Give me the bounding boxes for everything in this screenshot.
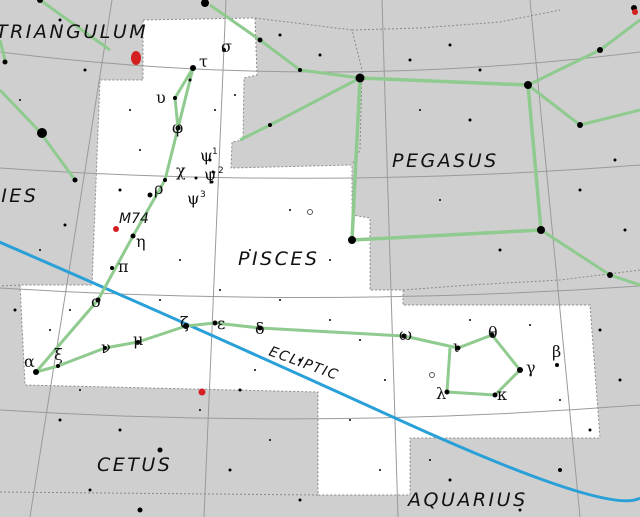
star-label-mu: μ [133, 330, 143, 349]
star-label-psi2: ψ [204, 165, 217, 184]
star-label-omega: ω [399, 325, 412, 344]
aries-label: ARIES [0, 185, 38, 207]
star-label-beta: β [552, 342, 561, 361]
star-label-psi3-sup: 3 [200, 190, 206, 200]
star-label-sigma: σ [221, 37, 232, 56]
star-label-iota: ι [453, 337, 459, 356]
star-label-psi1: ψ [200, 146, 213, 165]
star-label-phi: φ [172, 118, 183, 137]
star-label-epsilon: ε [217, 314, 225, 333]
deep-sky-marker [429, 372, 435, 378]
galaxy-marker [632, 9, 638, 15]
star-label-xi: ξ [54, 345, 63, 364]
m74-galaxy [113, 226, 119, 232]
star-label-pi: π [118, 257, 129, 276]
galaxy-marker [198, 388, 206, 396]
star-label-nu: ν [101, 338, 111, 357]
star-label-psi3: ψ [187, 189, 200, 208]
star-label-omicron: ο [91, 292, 101, 311]
ecliptic-line [0, 240, 640, 503]
aquarius-label: AQUARIUS [406, 489, 528, 511]
star-label-tau: τ [199, 52, 208, 71]
triangulum-label: TRIANGULUM [0, 21, 148, 43]
galaxy-marker [131, 51, 141, 65]
star-labels: σ τ υ φ ψ 1 χ ψ 2 ψ 3 ρ η π ο α ξ ν μ ζ … [24, 37, 561, 404]
star-label-psi1-sup: 1 [212, 147, 218, 157]
m74-label: M74 [119, 211, 149, 227]
star-label-kappa: κ [497, 385, 507, 404]
right-ascension-grid [29, 0, 581, 517]
cetus-label: CETUS [97, 454, 172, 476]
star-label-alpha: α [24, 352, 35, 371]
star-label-chi: χ [176, 161, 186, 180]
star-label-eta: η [136, 232, 146, 251]
star-label-zeta: ζ [180, 313, 189, 332]
star-label-delta: δ [255, 319, 265, 338]
star-label-upsilon: υ [156, 88, 166, 107]
star-label-lambda: λ [436, 384, 446, 403]
deep-sky-marker [307, 209, 313, 215]
pisces-label: PISCES [238, 248, 319, 270]
star-label-psi2-sup: 2 [218, 166, 224, 176]
star-label-theta: θ [488, 323, 498, 342]
star-label-gamma: γ [526, 358, 536, 377]
pegasus-label: PEGASUS [392, 150, 499, 172]
star-label-rho: ρ [154, 179, 163, 198]
